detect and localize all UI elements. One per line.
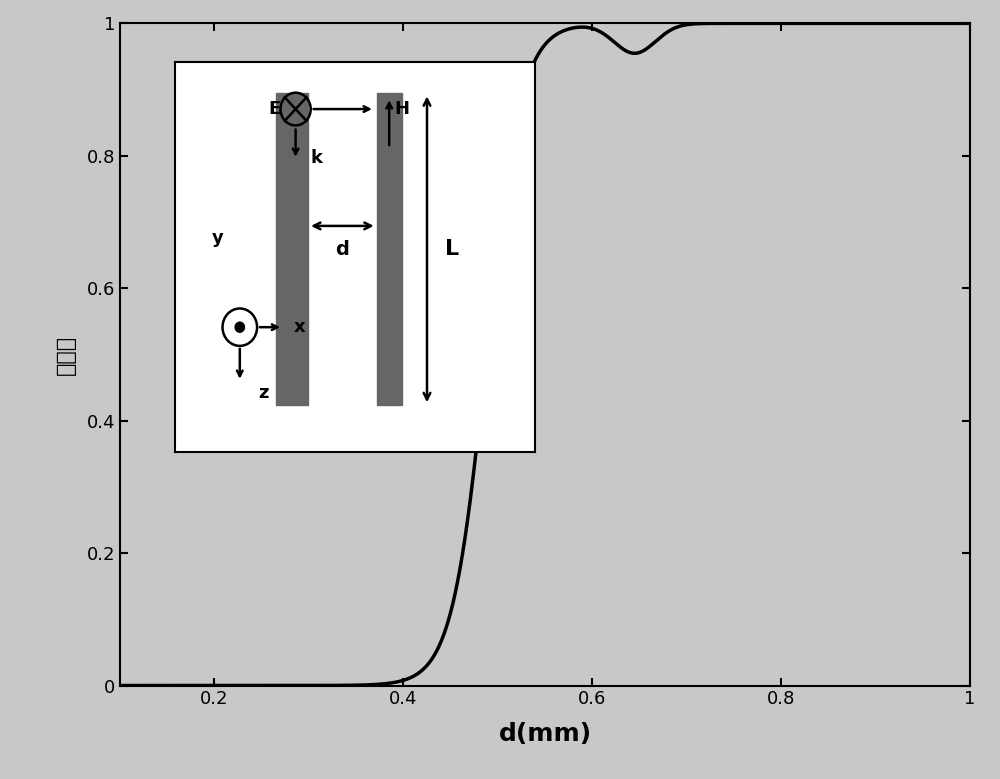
X-axis label: d(mm): d(mm): [498, 722, 592, 746]
Bar: [276, 93, 308, 405]
Text: d: d: [335, 240, 349, 259]
Circle shape: [235, 323, 244, 332]
Bar: [377, 93, 402, 405]
Text: y: y: [212, 228, 224, 247]
Text: z: z: [258, 384, 268, 403]
Text: L: L: [445, 239, 459, 259]
Text: H: H: [394, 100, 409, 118]
Text: x: x: [294, 318, 305, 337]
Y-axis label: 透過率: 透過率: [56, 334, 76, 375]
Text: k: k: [310, 149, 322, 167]
Text: E: E: [268, 100, 280, 118]
